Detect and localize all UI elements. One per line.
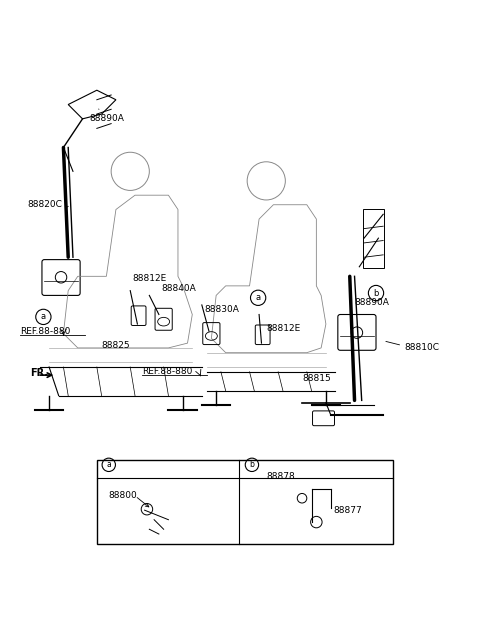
Text: 88877: 88877 bbox=[333, 506, 362, 515]
Text: 88810C: 88810C bbox=[405, 343, 440, 352]
Text: REF.88-880: REF.88-880 bbox=[142, 367, 192, 376]
Text: 88820C: 88820C bbox=[28, 200, 62, 209]
Text: 88830A: 88830A bbox=[204, 305, 239, 314]
Text: 88825: 88825 bbox=[102, 341, 130, 350]
Text: 88890A: 88890A bbox=[90, 109, 124, 123]
Text: 88812E: 88812E bbox=[132, 274, 167, 283]
Text: 88800: 88800 bbox=[109, 491, 137, 500]
Text: 88878: 88878 bbox=[266, 472, 295, 481]
Text: a: a bbox=[41, 313, 46, 321]
Text: a: a bbox=[107, 460, 111, 469]
Text: b: b bbox=[250, 460, 254, 469]
Text: FR.: FR. bbox=[30, 368, 48, 378]
Text: b: b bbox=[373, 289, 379, 298]
Bar bbox=[97, 460, 393, 543]
Text: 88812E: 88812E bbox=[266, 325, 300, 333]
Text: 88840A: 88840A bbox=[161, 284, 196, 292]
Text: 88890A: 88890A bbox=[355, 298, 389, 307]
Text: a: a bbox=[255, 293, 261, 303]
Text: 88815: 88815 bbox=[302, 374, 331, 384]
Text: REF.88-880: REF.88-880 bbox=[21, 326, 71, 336]
